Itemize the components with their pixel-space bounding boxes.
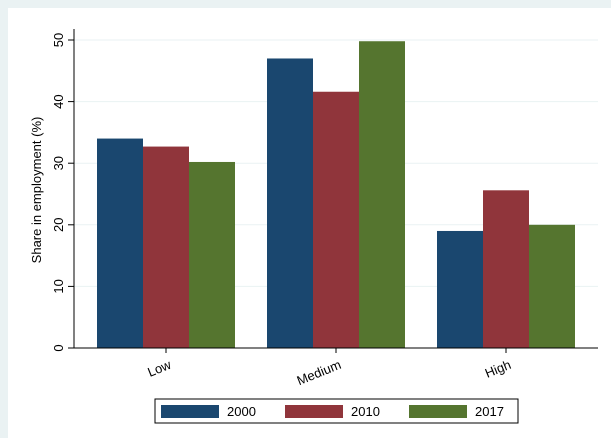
x-tick-label-medium: Medium (295, 357, 344, 388)
legend-swatch-2000 (161, 405, 219, 418)
y-tick-label: 30 (51, 156, 66, 170)
y-tick-label: 0 (51, 344, 66, 351)
y-axis-ticks: 0 10 20 30 40 50 (51, 33, 74, 352)
bar-high-2017 (529, 224, 575, 348)
bar-low-2000 (97, 138, 143, 348)
bar-high-2010 (483, 190, 529, 348)
bar-low-2017 (189, 161, 235, 348)
legend-swatch-2010 (285, 405, 343, 418)
y-axis-title: Share in employment (%) (29, 117, 44, 264)
bars (97, 41, 575, 349)
x-axis-ticks: Low Medium High (145, 348, 513, 388)
legend-label-2010: 2010 (351, 404, 380, 419)
y-tick-label: 40 (51, 94, 66, 108)
y-tick-label: 50 (51, 33, 66, 47)
frame-top-edge (0, 0, 611, 8)
x-tick-label-low: Low (145, 357, 173, 380)
legend-items: 2000 2010 2017 (161, 404, 504, 419)
legend-swatch-2017 (409, 405, 467, 418)
bar-medium-2010 (313, 91, 359, 348)
legend-label-2017: 2017 (475, 404, 504, 419)
y-tick-label: 10 (51, 279, 66, 293)
legend: 2000 2010 2017 (154, 398, 519, 424)
bar-low-2010 (143, 146, 189, 348)
bar-medium-2000 (267, 58, 313, 348)
x-tick-label-high: High (483, 357, 513, 381)
bar-high-2000 (437, 230, 483, 348)
legend-label-2000: 2000 (227, 404, 256, 419)
bar-medium-2017 (359, 41, 405, 349)
y-tick-label: 20 (51, 218, 66, 232)
frame-left-edge (0, 0, 8, 438)
